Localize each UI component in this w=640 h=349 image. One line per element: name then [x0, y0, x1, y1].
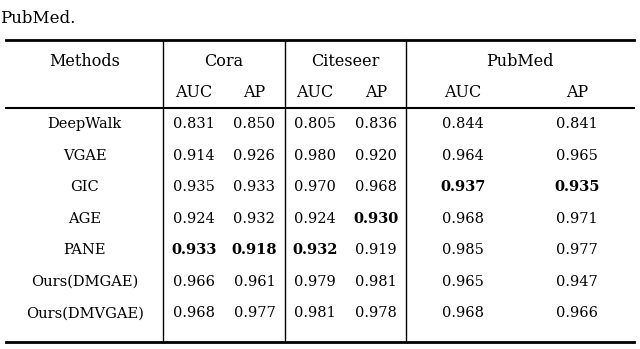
Text: 0.981: 0.981 — [294, 306, 336, 320]
Text: AUC: AUC — [296, 84, 334, 101]
Text: 0.841: 0.841 — [556, 117, 598, 131]
Text: 0.968: 0.968 — [442, 212, 484, 226]
Text: 0.961: 0.961 — [234, 275, 275, 289]
Text: PubMed: PubMed — [486, 53, 554, 70]
Text: AP: AP — [365, 84, 387, 101]
Text: AUC: AUC — [445, 84, 482, 101]
Text: AGE: AGE — [68, 212, 101, 226]
Text: 0.977: 0.977 — [234, 306, 275, 320]
Text: 0.930: 0.930 — [353, 212, 399, 226]
Text: 0.924: 0.924 — [173, 212, 214, 226]
Text: 0.918: 0.918 — [232, 243, 277, 257]
Text: 0.935: 0.935 — [173, 180, 214, 194]
Text: 0.977: 0.977 — [556, 243, 598, 257]
Text: DeepWalk: DeepWalk — [47, 117, 122, 131]
Text: 0.968: 0.968 — [173, 306, 214, 320]
Text: AUC: AUC — [175, 84, 212, 101]
Text: 0.935: 0.935 — [554, 180, 600, 194]
Text: VGAE: VGAE — [63, 149, 107, 163]
Text: 0.980: 0.980 — [294, 149, 336, 163]
Text: 0.805: 0.805 — [294, 117, 336, 131]
Text: 0.968: 0.968 — [355, 180, 397, 194]
Text: 0.920: 0.920 — [355, 149, 397, 163]
Text: 0.914: 0.914 — [173, 149, 214, 163]
Text: GIC: GIC — [70, 180, 99, 194]
Text: Ours(DMVGAE): Ours(DMVGAE) — [26, 306, 144, 320]
Text: 0.965: 0.965 — [556, 149, 598, 163]
Text: 0.966: 0.966 — [556, 306, 598, 320]
Text: Citeseer: Citeseer — [312, 53, 380, 70]
Text: 0.947: 0.947 — [556, 275, 598, 289]
Text: 0.831: 0.831 — [173, 117, 214, 131]
Text: 0.932: 0.932 — [292, 243, 338, 257]
Text: 0.981: 0.981 — [355, 275, 397, 289]
Text: 0.937: 0.937 — [440, 180, 486, 194]
Text: 0.966: 0.966 — [173, 275, 214, 289]
Text: 0.932: 0.932 — [234, 212, 275, 226]
Text: 0.979: 0.979 — [294, 275, 336, 289]
Text: Cora: Cora — [204, 53, 244, 70]
Text: 0.836: 0.836 — [355, 117, 397, 131]
Text: 0.844: 0.844 — [442, 117, 484, 131]
Text: 0.985: 0.985 — [442, 243, 484, 257]
Text: 0.850: 0.850 — [234, 117, 275, 131]
Text: 0.919: 0.919 — [355, 243, 397, 257]
Text: Methods: Methods — [49, 53, 120, 70]
Text: 0.964: 0.964 — [442, 149, 484, 163]
Text: 0.970: 0.970 — [294, 180, 336, 194]
Text: PubMed.: PubMed. — [0, 10, 76, 28]
Text: 0.924: 0.924 — [294, 212, 336, 226]
Text: 0.965: 0.965 — [442, 275, 484, 289]
Text: 0.971: 0.971 — [556, 212, 598, 226]
Text: 0.968: 0.968 — [442, 306, 484, 320]
Text: Ours(DMGAE): Ours(DMGAE) — [31, 275, 138, 289]
Text: 0.933: 0.933 — [234, 180, 275, 194]
Text: PANE: PANE — [63, 243, 106, 257]
Text: 0.933: 0.933 — [171, 243, 216, 257]
Text: AP: AP — [243, 84, 266, 101]
Text: AP: AP — [566, 84, 588, 101]
Text: 0.978: 0.978 — [355, 306, 397, 320]
Text: 0.926: 0.926 — [234, 149, 275, 163]
